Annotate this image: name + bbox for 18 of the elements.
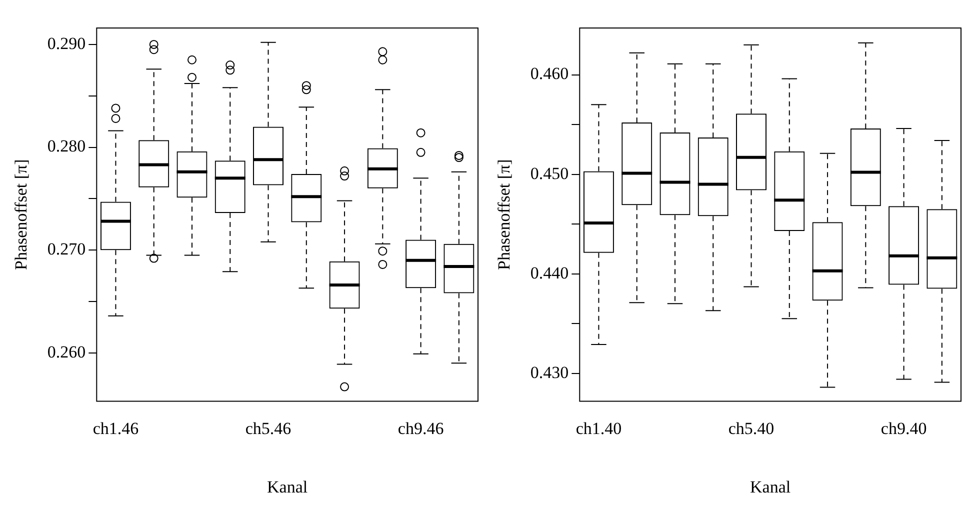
y-axis-title: Phasenoffset [π] (12, 159, 31, 270)
x-axis-title: Kanal (267, 477, 308, 496)
x-tick-label: ch5.40 (728, 418, 774, 438)
x-tick-label: ch1.40 (576, 418, 622, 438)
y-tick-label: 0.460 (530, 64, 569, 84)
x-axis-title: Kanal (750, 477, 791, 496)
x-tick-label: ch9.40 (880, 418, 927, 438)
x-tick-label: ch9.46 (398, 418, 444, 438)
x-tick-label: ch5.46 (245, 418, 292, 438)
y-axis-title: Phasenoffset [π] (494, 159, 514, 270)
y-tick-label: 0.440 (530, 263, 569, 282)
y-tick-label: 0.280 (47, 136, 86, 156)
y-tick-label: 0.430 (530, 362, 569, 382)
y-tick-label: 0.270 (47, 240, 86, 259)
y-tick-label: 0.290 (47, 34, 86, 53)
y-tick-label: 0.450 (530, 164, 569, 183)
x-tick-label: ch1.46 (92, 418, 139, 438)
y-tick-label: 0.260 (47, 342, 86, 362)
